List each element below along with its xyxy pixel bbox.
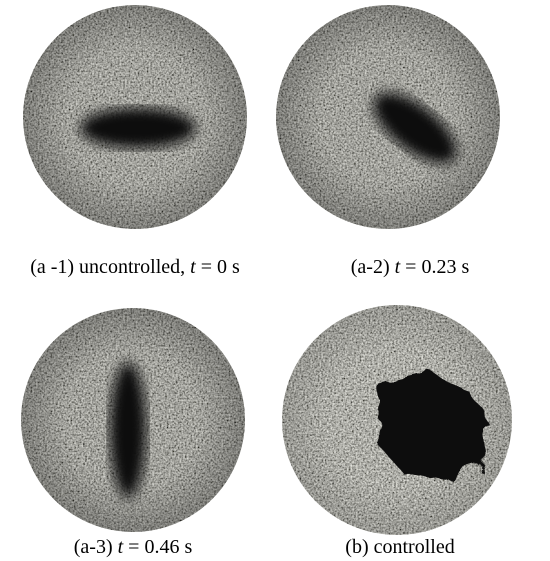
- photo-a1: [20, 0, 250, 235]
- caption: (b) controlled: [345, 536, 454, 558]
- caption: (a-2) t = 0.23 s: [351, 256, 470, 278]
- caption-text: (b) controlled: [345, 536, 454, 558]
- caption-text: (a -1) uncontrolled,: [30, 256, 190, 278]
- caption: (a -1) uncontrolled, t = 0 s: [30, 256, 240, 278]
- caption: (a-3) t = 0.46 s: [74, 536, 193, 558]
- caption-text: (a-2): [351, 256, 395, 278]
- caption-text: = 0.23 s: [400, 256, 469, 278]
- photo-a2: [270, 0, 510, 235]
- caption-text: (a-3): [74, 536, 118, 558]
- figure: (a -1) uncontrolled, t = 0 s (a-2) t = 0…: [0, 0, 550, 561]
- caption-text: = 0.46 s: [123, 536, 192, 558]
- caption-text: = 0 s: [196, 256, 240, 278]
- photo-b: [280, 300, 520, 540]
- photo-a3: [15, 300, 255, 540]
